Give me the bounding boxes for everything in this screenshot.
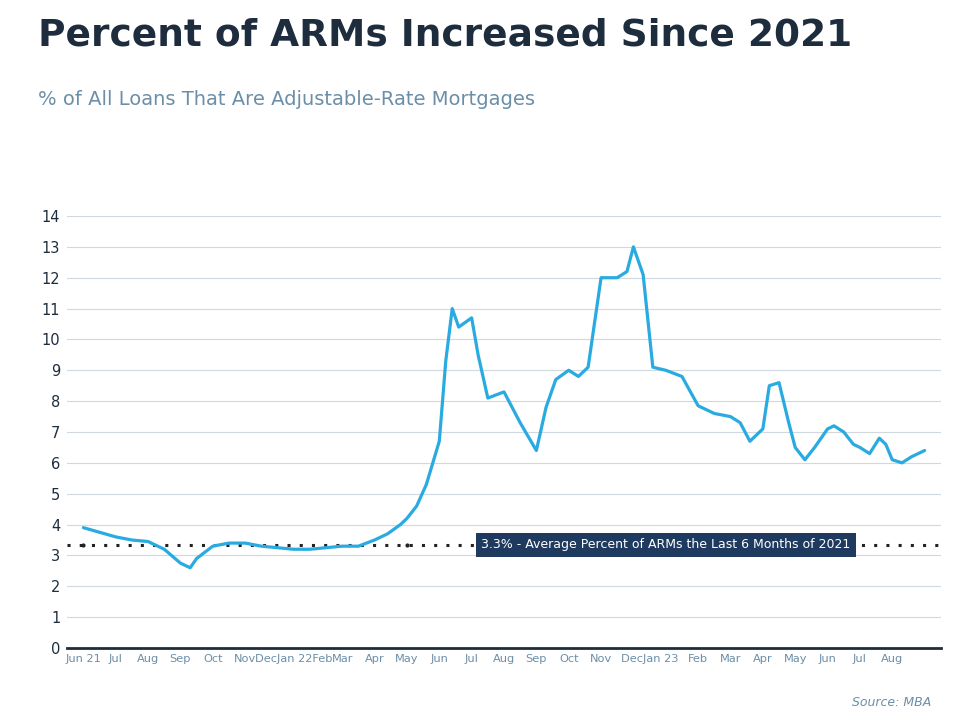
Text: 3.3% - Average Percent of ARMs the Last 6 Months of 2021: 3.3% - Average Percent of ARMs the Last … xyxy=(481,538,851,551)
Text: % of All Loans That Are Adjustable-Rate Mortgages: % of All Loans That Are Adjustable-Rate … xyxy=(38,90,536,109)
Text: Percent of ARMs Increased Since 2021: Percent of ARMs Increased Since 2021 xyxy=(38,18,852,54)
Text: Source: MBA: Source: MBA xyxy=(852,696,931,709)
